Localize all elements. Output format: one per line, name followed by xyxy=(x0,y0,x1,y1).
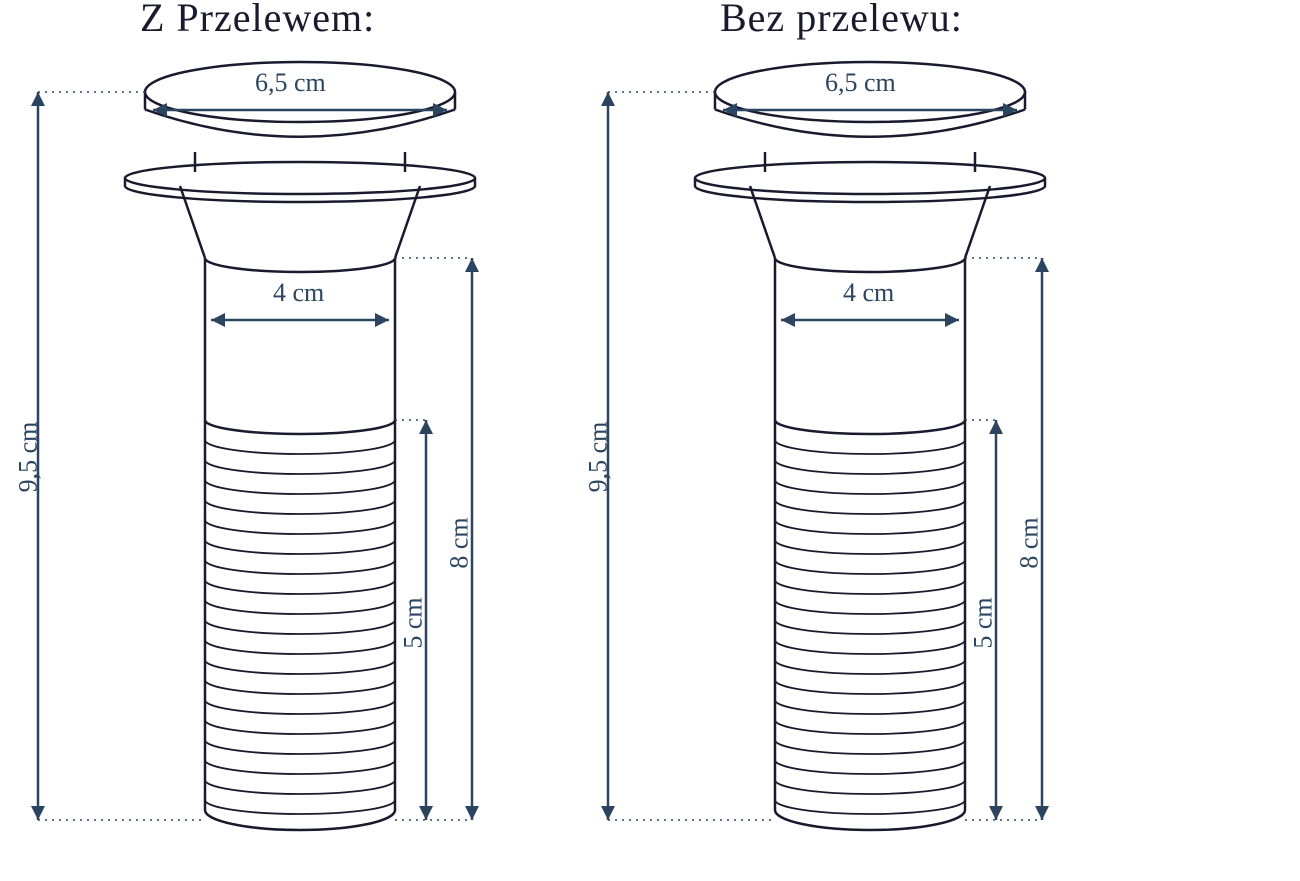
dim-tube-width-right: 4 cm xyxy=(843,278,894,308)
diagram-canvas: Z Przelewem: Bez przelewu: 6,5 cm 4 cm 9… xyxy=(0,0,1300,881)
dim-mid-height-left: 8 cm xyxy=(445,517,475,568)
dim-thread-height-right: 5 cm xyxy=(969,597,999,648)
dim-full-height-left: 9,5 cm xyxy=(13,422,43,493)
title-right: Bez przelewu: xyxy=(720,0,963,41)
dim-thread-height-left: 5 cm xyxy=(399,597,429,648)
diagram-svg xyxy=(0,0,1300,881)
dim-mid-height-right: 8 cm xyxy=(1015,517,1045,568)
dim-tube-width-left: 4 cm xyxy=(273,278,324,308)
dim-top-width-right: 6,5 cm xyxy=(825,68,896,98)
title-left: Z Przelewem: xyxy=(140,0,375,41)
dim-full-height-right: 9,5 cm xyxy=(583,422,613,493)
dim-top-width-left: 6,5 cm xyxy=(255,68,326,98)
